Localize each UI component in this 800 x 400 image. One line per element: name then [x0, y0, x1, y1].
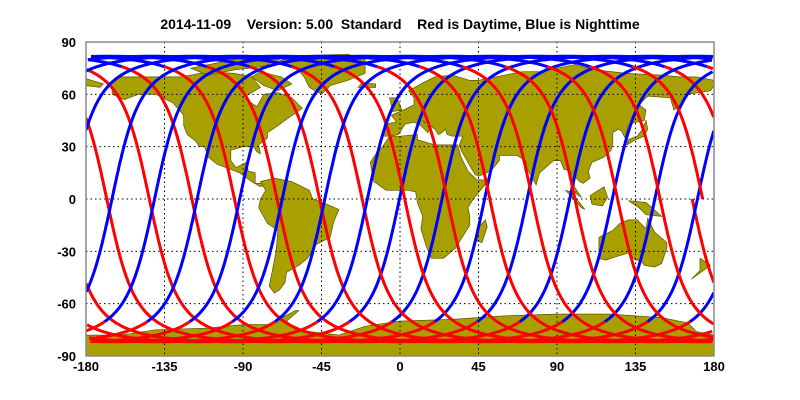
land-australia: [598, 217, 668, 268]
land-greenland: [272, 53, 366, 95]
daytime-track-segment: [248, 65, 322, 200]
land-borneo: [589, 186, 608, 207]
x-tick-label: 180: [703, 359, 725, 374]
plot-frame: [85, 41, 715, 357]
y-axis-ticks: 90 60 30 0 -30 -60 -90: [57, 35, 76, 364]
x-axis-ticks: -180 -135 -90 -45 0 45 90 135 180: [73, 359, 725, 374]
nighttime-track-segment: [231, 54, 548, 323]
x-tick-label: -180: [73, 359, 99, 374]
x-tick-label: -45: [312, 359, 331, 374]
y-tick-label: -60: [57, 297, 76, 312]
land-new-guinea: [628, 200, 663, 217]
nighttime-track-segment: [146, 54, 463, 323]
daytime-track-segment: [86, 282, 351, 344]
nighttime-track-segment: [188, 54, 506, 323]
daytime-track-segment: [663, 65, 714, 118]
land-north-america: [106, 71, 303, 188]
daytime-track-segment: [291, 65, 364, 200]
daytime-track-segment: [206, 65, 279, 200]
y-tick-label: -90: [57, 349, 76, 364]
y-tick-label: -30: [57, 244, 76, 259]
daytime-track-segment: [88, 320, 276, 344]
x-tick-label: -90: [234, 359, 253, 374]
daytime-track-segment: [86, 320, 106, 333]
daytime-track-segment: [631, 65, 705, 200]
daytime-track-segment: [546, 65, 619, 200]
x-tick-label: 45: [471, 359, 485, 374]
land-chukotka: [86, 78, 105, 88]
daytime-track-segment: [461, 65, 534, 200]
nighttime-track-segment: [86, 54, 293, 73]
daytime-track-segment: [504, 65, 577, 200]
nighttime-track-segment: [86, 54, 378, 293]
daytime-track-segment: [86, 68, 151, 200]
nighttime-track-segment: [103, 54, 420, 323]
daytime-track-segment: [333, 65, 407, 200]
x-tick-label: -135: [151, 359, 177, 374]
x-tick-label: 135: [625, 359, 647, 374]
daytime-track-segment: [418, 65, 492, 200]
y-tick-label: 90: [62, 35, 76, 50]
chart-title: 2014-11-09 Version: 5.00 Standard Red is…: [160, 16, 640, 32]
nighttime-track-segment: [316, 54, 633, 323]
daytime-track-segment: [616, 198, 714, 339]
daytime-track-segment: [589, 65, 662, 200]
nighttime-track-segment: [274, 54, 591, 323]
daytime-track-segment: [376, 65, 449, 200]
x-tick-label: 90: [550, 359, 564, 374]
orbit-tracks: [86, 54, 714, 344]
y-tick-label: 0: [69, 192, 76, 207]
daytime-track-segment: [89, 320, 149, 341]
daytime-track-segment: [488, 198, 714, 344]
y-tick-label: 30: [62, 140, 76, 155]
land-japan: [626, 119, 649, 146]
daytime-track-segment: [86, 117, 109, 200]
daytime-track-segment: [658, 198, 714, 326]
y-tick-label: 60: [62, 87, 76, 102]
nighttime-track-segment: [689, 292, 714, 323]
daytime-track-segment: [445, 198, 713, 344]
daytime-track-segment: [530, 198, 713, 344]
daytime-track-segment: [86, 320, 319, 344]
x-tick-label: 0: [396, 359, 403, 374]
daytime-track-segment: [163, 65, 236, 200]
daytime-track-segment: [121, 65, 194, 200]
nighttime-track-segment: [646, 130, 714, 323]
daytime-track-segment: [573, 198, 713, 343]
land-africa: [369, 134, 490, 259]
daytime-track-segment: [706, 65, 714, 71]
